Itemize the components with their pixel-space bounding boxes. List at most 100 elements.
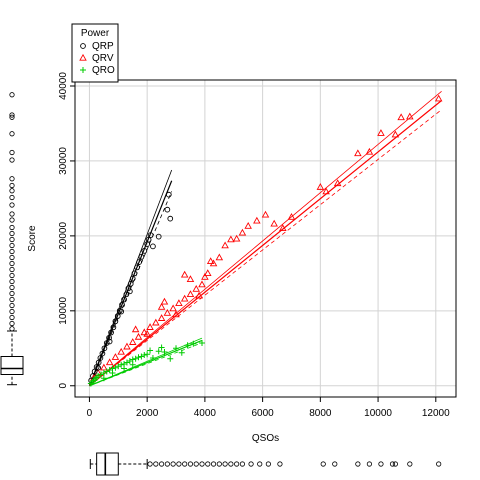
score-marginal-boxplot [0, 92, 24, 386]
x-tick-label: 2000 [136, 408, 159, 419]
qsos-box-outlier [199, 461, 205, 467]
qsos-box-outlier [176, 461, 182, 467]
data-point-qrp [134, 264, 140, 271]
data-point-qrv [140, 328, 149, 336]
qsos-box-outlier [332, 461, 338, 467]
data-point-qrv [206, 257, 215, 265]
qsos-box-outlier [239, 461, 246, 467]
y-tick-label: 20000 [58, 222, 69, 250]
x-axis-title: QSOs [252, 433, 279, 444]
data-point-qrv [227, 235, 235, 243]
score-box-outlier [9, 278, 15, 285]
data-point-qrv [238, 228, 247, 236]
data-point-qro [100, 375, 107, 382]
data-point-qrv [128, 338, 137, 345]
data-point-qrp [101, 345, 108, 352]
score-box-outlier [9, 224, 15, 231]
data-point-qrv [253, 216, 261, 224]
data-point-qrv [244, 222, 252, 229]
data-point-qrv [434, 94, 443, 102]
data-point-qrv [354, 149, 362, 157]
data-point-qro [95, 373, 102, 380]
score-box [0, 356, 24, 375]
data-point-qro [199, 340, 205, 347]
score-box-outlier [9, 272, 15, 279]
data-point-qrv [152, 318, 160, 326]
scatter-points [87, 94, 443, 387]
data-point-qro [93, 374, 100, 381]
data-point-qrp [118, 308, 125, 315]
y-axis: 0 10000 20000 30000 40000 [58, 72, 75, 389]
data-point-qrv [157, 314, 166, 321]
qsos-box-outlier [389, 461, 396, 467]
score-box-outlier [9, 188, 15, 194]
score-box-outlier [9, 296, 15, 303]
legend-label-qrv: QRV [92, 53, 114, 64]
ci-upper-line-qrv [89, 91, 442, 387]
data-point-qro [100, 370, 107, 377]
score-box-outlier [9, 131, 15, 137]
score-box-outlier [9, 92, 15, 98]
x-tick-label: 0 [87, 408, 93, 419]
data-point-qrp [119, 301, 125, 308]
data-point-qrp [167, 215, 174, 222]
data-point-qrp [165, 191, 172, 198]
qsos-box-outlier [355, 461, 361, 467]
data-point-qrv [316, 183, 325, 190]
qsos-box-outlier [153, 461, 159, 467]
data-point-qrp [141, 248, 148, 254]
x-axis: 0 2000 4000 6000 8000 10000 12000 [87, 397, 450, 419]
legend-label-qrp: QRP [92, 41, 114, 52]
score-box-outlier [9, 326, 15, 332]
data-point-qrp [147, 232, 154, 238]
data-point-qrp [131, 270, 138, 277]
data-point-qro [158, 344, 165, 351]
data-point-qrv [215, 253, 224, 261]
ci-lower-line-qro [89, 342, 203, 387]
score-box-outlier [9, 314, 15, 321]
data-point-qrv [131, 325, 140, 333]
qsos-box-outlier [158, 461, 165, 467]
score-box-outlier [9, 242, 15, 249]
legend-title: Power [81, 28, 110, 39]
data-point-qrv [134, 332, 143, 340]
data-point-qrv [397, 113, 405, 121]
qsos-box-outlier [147, 461, 153, 467]
ci-upper-line-qro [89, 337, 203, 387]
data-point-qrv [391, 130, 400, 138]
qsos-box-outlier [392, 461, 398, 467]
qsos-box-outlier [407, 461, 413, 467]
data-point-qrv [232, 234, 241, 242]
data-point-qro [190, 340, 197, 347]
data-point-qro [109, 370, 116, 377]
data-point-qrv [279, 224, 287, 232]
legend-marker-qro [80, 67, 86, 73]
data-point-qrv [157, 302, 166, 310]
data-point-qrv [111, 353, 120, 360]
data-point-qrv [146, 323, 154, 330]
score-box-outlier [9, 266, 15, 273]
data-point-qrv [221, 241, 229, 249]
regression-line-qrp [88, 180, 173, 386]
data-point-qro [167, 355, 174, 362]
regression-line-qrv [89, 100, 442, 387]
y-tick-label: 10000 [58, 296, 69, 324]
legend-marker-qrp [80, 43, 86, 49]
data-point-qrv [117, 347, 125, 355]
qsos-box-outlier [210, 461, 217, 467]
data-point-qro [106, 367, 113, 374]
data-point-qrp [155, 233, 162, 240]
ci-lower-line-qrv [89, 109, 442, 387]
x-tick-label: 4000 [194, 408, 217, 419]
x-tick-label: 12000 [422, 408, 450, 419]
data-point-qrv [209, 259, 218, 267]
data-point-qrp [97, 355, 104, 361]
data-point-qro [118, 361, 125, 368]
data-point-qrp [99, 350, 106, 357]
data-point-qrp [106, 338, 113, 345]
y-axis-title: Score [27, 225, 38, 252]
qsos-box-outlier [234, 461, 240, 467]
data-point-qro [173, 345, 180, 352]
